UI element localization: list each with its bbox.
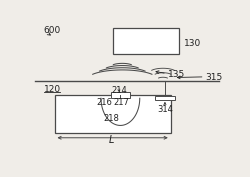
Text: 135: 135	[168, 70, 185, 79]
Text: 130: 130	[184, 39, 202, 48]
Text: 214: 214	[112, 85, 127, 95]
Bar	[112, 28, 178, 54]
Text: 216: 216	[96, 98, 112, 107]
Text: 315: 315	[206, 73, 223, 82]
Text: 217: 217	[114, 98, 129, 107]
Text: 218: 218	[103, 114, 119, 123]
Bar	[54, 95, 171, 133]
Text: 600: 600	[44, 26, 61, 35]
Text: 314: 314	[157, 105, 173, 114]
Bar	[111, 92, 130, 98]
Text: L: L	[109, 135, 114, 145]
Bar	[155, 96, 174, 100]
Text: 120: 120	[44, 85, 61, 94]
